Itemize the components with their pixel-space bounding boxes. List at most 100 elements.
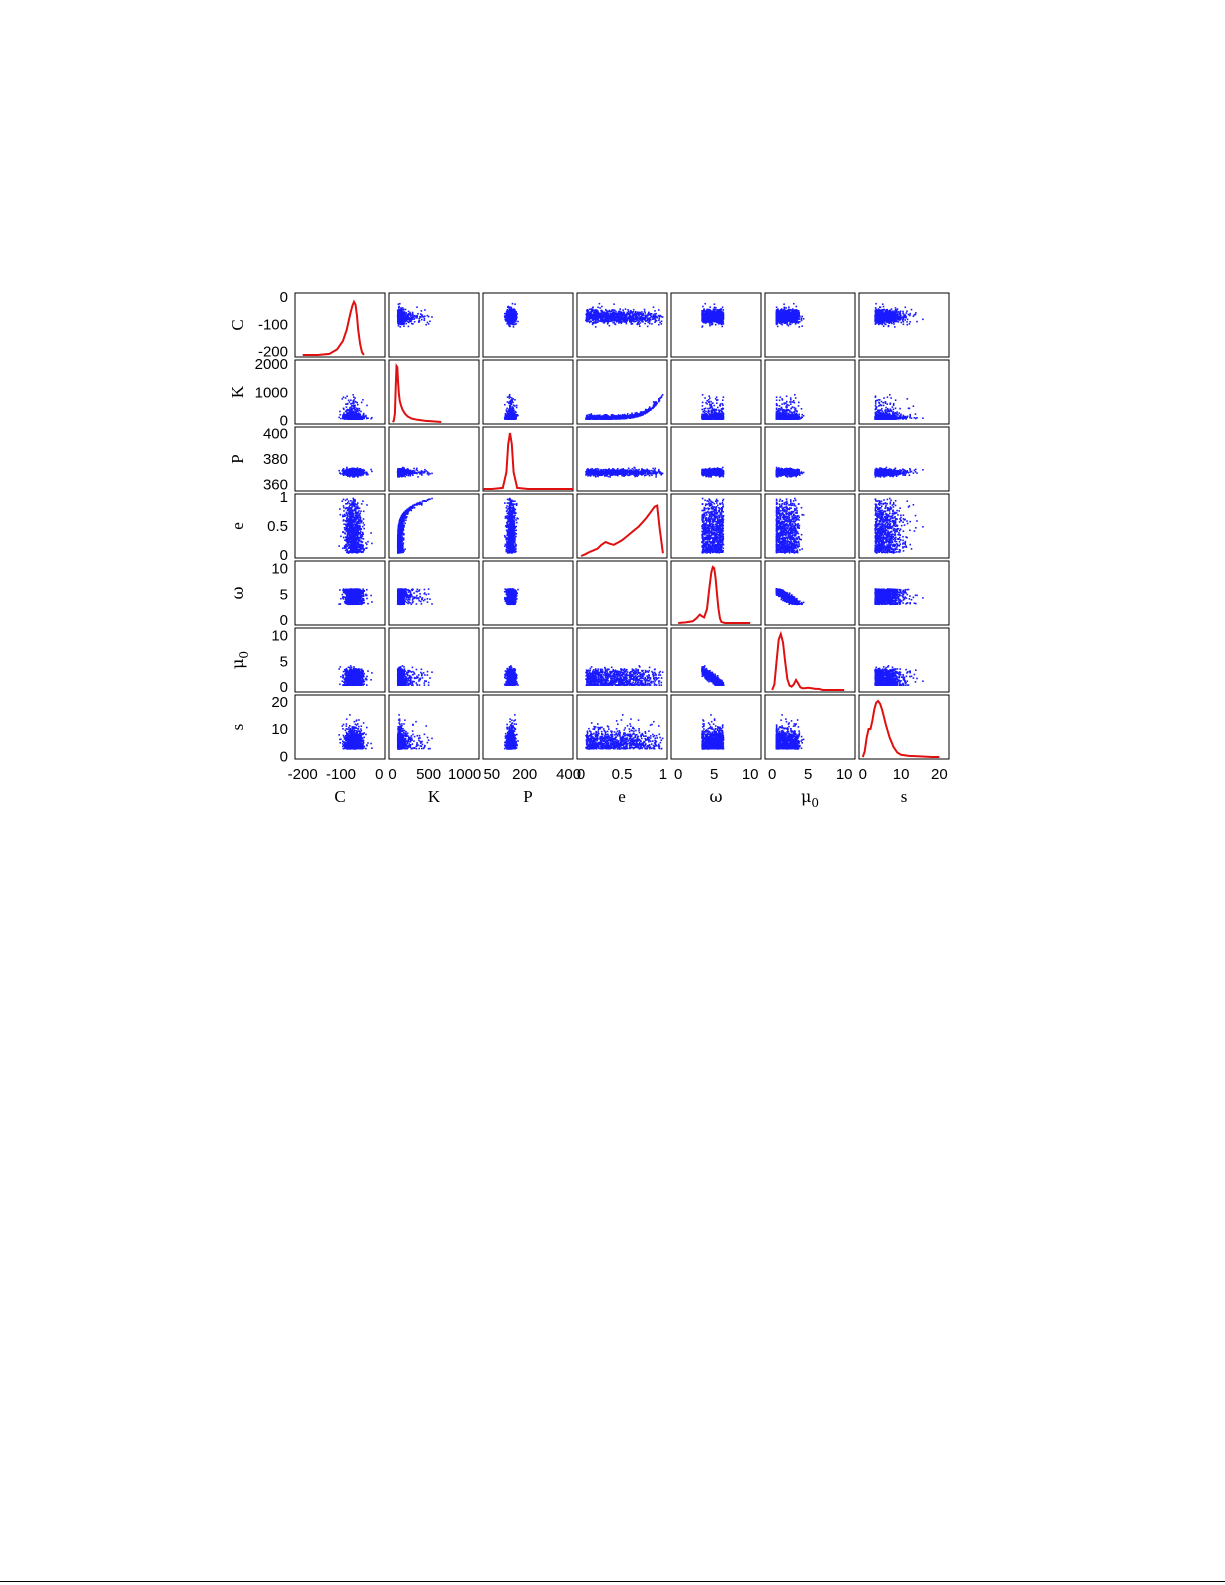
scatter-points xyxy=(874,302,924,328)
bottom-tick-e: 0 xyxy=(577,766,585,783)
panel-mu-vs-P xyxy=(482,627,574,693)
scatter-points xyxy=(701,394,725,420)
density-curve-C xyxy=(302,299,365,356)
left-tick-P: 380 xyxy=(263,451,288,468)
panel-C-vs-mu xyxy=(764,292,856,358)
scatter-points xyxy=(396,665,433,686)
scatter-points xyxy=(396,302,433,328)
scatter-points xyxy=(775,466,805,478)
scatter-points xyxy=(701,714,725,750)
scatter-points xyxy=(503,497,519,554)
bottom-tick-C: -100 xyxy=(326,766,356,783)
panel-w-vs-s xyxy=(858,560,950,626)
scatter-points xyxy=(874,394,924,420)
panel-frame xyxy=(482,627,574,693)
bottom-axis-label-mu: μ0 xyxy=(801,787,819,810)
panel-C-vs-C xyxy=(294,292,386,358)
bottom-tick-C: -200 xyxy=(288,766,318,783)
panel-P-vs-K xyxy=(388,426,480,492)
left-tick-w: 0 xyxy=(280,612,288,629)
left-tick-s: 10 xyxy=(271,721,288,738)
bottom-tick-K: 500 xyxy=(416,766,441,783)
panel-s-vs-w xyxy=(670,694,762,760)
scatter-points xyxy=(701,466,725,478)
density-curve-s xyxy=(861,699,940,758)
scatter-points xyxy=(338,497,373,554)
bottom-tick-e: 1 xyxy=(659,766,667,783)
bottom-tick-C: 0 xyxy=(375,766,383,783)
panel-K-vs-w xyxy=(670,359,762,425)
scatter-points xyxy=(585,302,664,328)
panel-frame xyxy=(670,426,762,492)
left-axis-label-s: s xyxy=(228,724,247,731)
left-tick-K: 2000 xyxy=(255,356,288,373)
panel-frame xyxy=(388,426,480,492)
panel-frame xyxy=(482,426,574,492)
panel-C-vs-e xyxy=(576,292,668,358)
bottom-tick-P: 200 xyxy=(512,766,537,783)
left-tick-C: -100 xyxy=(258,316,288,333)
panel-s-vs-mu xyxy=(764,694,856,760)
left-tick-s: 0 xyxy=(280,748,288,765)
scatter-points xyxy=(874,665,924,686)
panel-e-vs-C xyxy=(294,493,386,559)
panel-K-vs-mu xyxy=(764,359,856,425)
panel-e-vs-P xyxy=(482,493,574,559)
density-curve-e xyxy=(580,504,664,557)
left-axis-label-e: e xyxy=(228,522,247,530)
bottom-tick-w: 10 xyxy=(742,766,759,783)
density-curve-w xyxy=(678,565,751,624)
panel-frame xyxy=(388,694,480,760)
bottom-axis-label-w: ω xyxy=(709,787,722,806)
left-tick-P: 400 xyxy=(263,425,288,442)
panel-P-vs-w xyxy=(670,426,762,492)
panel-frame xyxy=(294,627,386,693)
left-tick-P: 360 xyxy=(263,477,288,494)
panel-frame xyxy=(388,359,480,425)
panel-frame xyxy=(764,426,856,492)
panel-w-vs-K xyxy=(388,560,480,626)
scatter-points xyxy=(775,394,805,420)
panel-e-vs-w xyxy=(670,493,762,559)
density-curve-K xyxy=(391,363,442,423)
panel-w-vs-P xyxy=(482,560,574,626)
bottom-tick-P: 400 xyxy=(556,766,581,783)
panel-e-vs-K xyxy=(388,493,480,559)
panel-w-vs-e xyxy=(576,560,668,626)
panel-P-vs-mu xyxy=(764,426,856,492)
scatter-points xyxy=(775,497,805,554)
panel-frame xyxy=(294,560,386,626)
left-axis-label-K: K xyxy=(228,385,247,398)
bottom-axis-label-e: e xyxy=(618,787,626,806)
scatter-points xyxy=(775,588,805,606)
bottom-tick-s: 0 xyxy=(859,766,867,783)
bottom-tick-e: 0.5 xyxy=(612,766,633,783)
panel-frame xyxy=(858,627,950,693)
panel-C-vs-K xyxy=(388,292,480,358)
panel-e-vs-e xyxy=(576,493,668,559)
panel-frame xyxy=(482,560,574,626)
bottom-axis-label-P: P xyxy=(523,787,532,806)
scatter-points xyxy=(396,466,433,478)
left-axis-label-w: ω xyxy=(228,586,247,599)
panel-s-vs-e xyxy=(576,694,668,760)
panel-frame xyxy=(576,426,668,492)
panel-P-vs-e xyxy=(576,426,668,492)
bottom-tick-s: 10 xyxy=(893,766,910,783)
left-tick-w: 10 xyxy=(271,561,288,578)
panel-frame xyxy=(294,694,386,760)
left-tick-mu: 0 xyxy=(280,679,288,696)
scatter-points xyxy=(874,588,924,606)
scatter-points xyxy=(874,466,924,478)
left-tick-C: 0 xyxy=(280,289,288,306)
density-curve-mu xyxy=(771,630,845,691)
panel-frame xyxy=(482,359,574,425)
scatter-points xyxy=(874,497,924,554)
panel-frame xyxy=(294,359,386,425)
scatter-points xyxy=(503,588,519,606)
bottom-tick-K: 1000 xyxy=(448,766,481,783)
scatter-points xyxy=(585,665,664,686)
